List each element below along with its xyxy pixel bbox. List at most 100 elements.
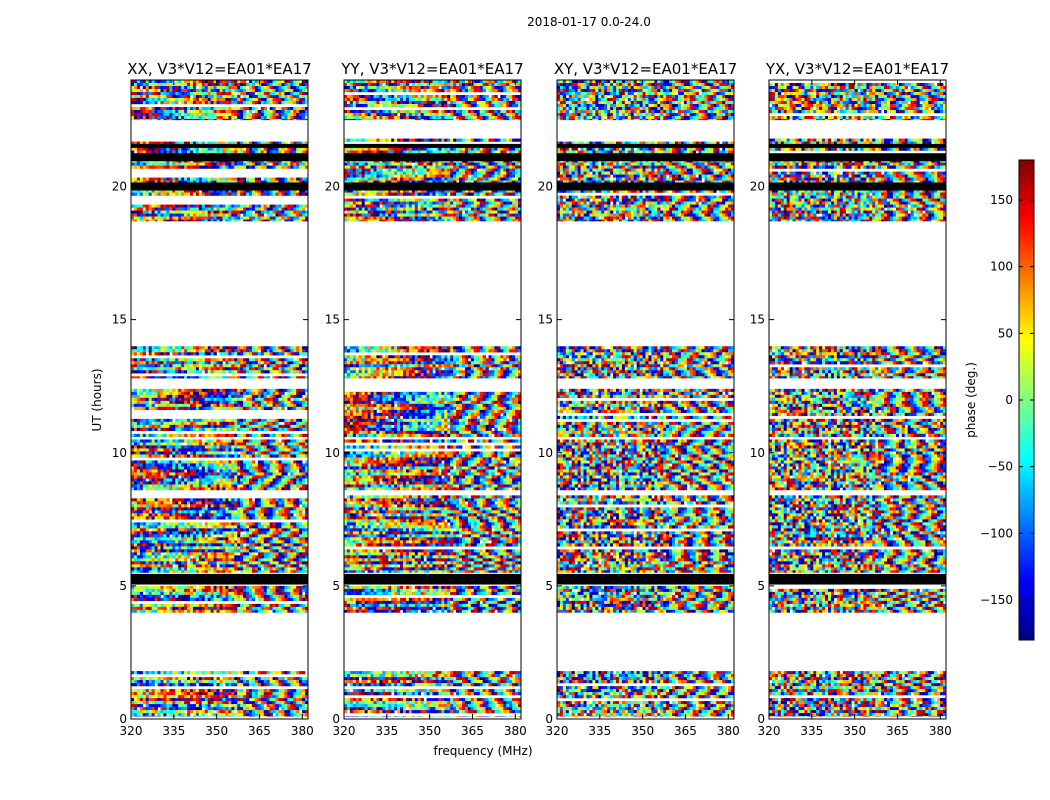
flagged-band [344,182,521,191]
data-band [344,585,521,613]
x-tick-label: 335 [162,724,185,738]
y-ticks: 0 5 10 15 20 [750,180,946,726]
colorbar-tick-label: −50 [988,460,1013,474]
x-tick-label: 365 [886,724,909,738]
flagged-band [769,143,946,148]
colorbar-label: phase (deg.) [964,362,978,438]
flagged-band [769,153,946,162]
y-tick-label: 5 [119,579,127,593]
colorbar-tick-label: 100 [990,260,1013,274]
x-tick-label: 365 [461,724,484,738]
data-band [769,83,946,121]
data-band [769,671,946,717]
y-axis-label: UT (hours) [90,368,104,431]
flagged-band [131,573,308,585]
phase-heatmap [131,80,308,717]
data-band [131,439,308,491]
data-band [557,80,734,121]
y-tick-label: 15 [538,313,553,327]
data-band [344,138,521,222]
panel-title: YY, V3*V12=EA01*EA17 [340,60,523,78]
x-tick-label: 320 [333,724,356,738]
y-tick-label: 10 [538,446,553,460]
data-band [769,346,946,379]
y-tick-label: 5 [545,579,553,593]
colorbar-tick-label: 50 [998,326,1013,340]
y-tick-label: 20 [325,180,340,194]
phase-heatmap [557,80,734,717]
flagged-band [557,573,734,585]
flagged-band [131,153,308,162]
x-ticks: 320 335 350 365 380 [333,80,527,738]
x-tick-label: 350 [418,724,441,738]
data-band [769,495,946,573]
colorbar-tick-label: −150 [980,593,1013,607]
x-tick-label: 350 [843,724,866,738]
y-tick-label: 15 [112,313,127,327]
panel-title: XY, V3*V12=EA01*EA17 [554,60,737,78]
flagged-band [557,153,734,162]
y-tick-label: 10 [112,446,127,460]
x-tick-label: 320 [546,724,569,738]
flagged-band [557,182,734,191]
x-tick-label: 320 [120,724,143,738]
panel-2: XY, V3*V12=EA01*EA17 320 335 350 365 380 0 5 10 1… [538,60,740,738]
y-tick-label: 20 [750,180,765,194]
x-tick-label: 350 [631,724,654,738]
colorbar: 150 100 50 0 −50 −100 −150 phase (deg.) [964,159,1035,641]
data-band [344,439,521,491]
panel-title: YX, V3*V12=EA01*EA17 [765,60,949,78]
y-ticks: 0 5 10 15 20 [325,180,521,726]
data-band [131,671,308,717]
x-ticks: 320 335 350 365 380 [758,80,952,738]
y-tick-label: 5 [757,579,765,593]
x-ticks: 320 335 350 365 380 [546,80,740,738]
data-band [769,588,946,613]
panels-group: XX, V3*V12=EA01*EA17 320 335 350 365 380 0 5 10 1… [112,60,952,738]
x-tick-label: 380 [929,724,952,738]
data-band [557,671,734,717]
y-tick-label: 0 [119,712,127,726]
x-tick-label: 335 [800,724,823,738]
panel-0: XX, V3*V12=EA01*EA17 320 335 350 365 380 0 5 10 1… [112,60,314,738]
data-band [344,495,521,573]
flagged-band [557,143,734,148]
x-tick-label: 380 [717,724,740,738]
y-tick-label: 20 [112,180,127,194]
data-band [131,80,308,121]
flagged-band [344,153,521,162]
colorbar-tick-label: −100 [980,526,1013,540]
panel-frame [768,79,947,720]
data-band [344,671,521,717]
y-tick-label: 20 [538,180,553,194]
flagged-band [769,182,946,191]
x-tick-label: 380 [504,724,527,738]
data-band [557,388,734,437]
flagged-band [344,573,521,585]
data-band [557,585,734,613]
phase-heatmap [344,80,521,717]
data-band [557,495,734,573]
colorbar-ticks: 150 100 50 0 −50 −100 −150 [980,193,1034,607]
flagged-band [131,182,308,191]
panel-frame [130,79,309,720]
y-tick-label: 0 [545,712,553,726]
phase-heatmap [769,83,946,717]
x-tick-label: 380 [291,724,314,738]
colorbar-tick-label: 150 [990,193,1013,207]
data-band [344,80,521,121]
x-tick-label: 365 [674,724,697,738]
x-tick-label: 350 [205,724,228,738]
data-band [131,346,308,379]
data-band [131,498,308,573]
figure-suptitle: 2018-01-17 0.0-24.0 [527,15,651,29]
data-band [131,388,308,437]
data-band [769,388,946,437]
flagged-band [131,143,308,148]
x-tick-label: 335 [588,724,611,738]
y-tick-label: 5 [332,579,340,593]
y-tick-label: 15 [325,313,340,327]
panel-1: YY, V3*V12=EA01*EA17 320 335 350 365 380 0 5 10 1… [325,60,527,738]
y-tick-label: 10 [325,446,340,460]
